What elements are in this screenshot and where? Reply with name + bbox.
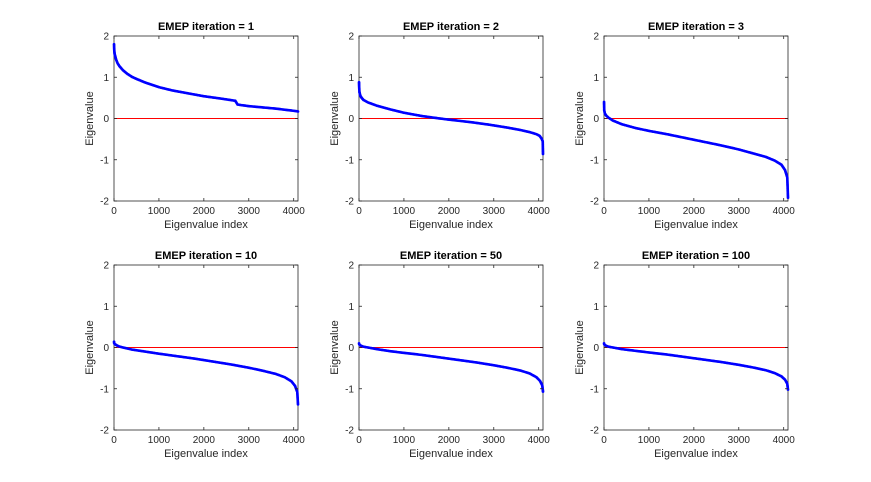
x-tick-label: 4000 [528, 435, 551, 446]
x-tick-label: 3000 [728, 435, 751, 446]
x-tick-label: 1000 [638, 206, 661, 217]
data-point [541, 390, 545, 393]
x-tick-label: 1000 [148, 435, 171, 446]
y-tick-label: 0 [103, 343, 109, 354]
y-tick-label: -1 [100, 384, 109, 395]
y-tick-label: 2 [593, 261, 599, 272]
x-tick-label: 1000 [393, 206, 416, 217]
x-tick-label: 1000 [393, 435, 416, 446]
chart-panel-3: 0 1000 2000 3000 4000 -2 -1 0 1 2 EMEP iteration =… [574, 21, 795, 231]
chart-panel-1: 0 1000 2000 3000 4000 -2 -1 0 1 2 EMEP iteration =… [84, 21, 305, 231]
x-axis-label: Eigenvalue index [409, 448, 493, 460]
x-tick-label: 3000 [238, 435, 261, 446]
panel-title: EMEP iteration = 50 [400, 250, 502, 262]
chart-panel-6: 0 1000 2000 3000 4000 -2 -1 0 1 2 EMEP iteration =… [574, 250, 795, 460]
y-tick-label: -1 [345, 155, 354, 166]
eigenvalue-series [357, 80, 545, 156]
y-tick-label: -1 [100, 155, 109, 166]
x-axis-label: Eigenvalue index [164, 448, 248, 460]
y-axis-label: Eigenvalue [84, 320, 96, 374]
x-tick-label: 0 [356, 435, 362, 446]
x-tick-label: 4000 [773, 206, 796, 217]
x-tick-label: 0 [601, 206, 607, 217]
y-tick-label: 1 [593, 302, 599, 313]
panel-title: EMEP iteration = 10 [155, 250, 257, 262]
y-tick-label: 2 [103, 261, 109, 272]
chart-panel-2: 0 1000 2000 3000 4000 -2 -1 0 1 2 EMEP iteration =… [329, 21, 550, 231]
y-tick-label: -2 [345, 197, 354, 208]
data-point [296, 110, 300, 113]
y-tick-label: 0 [348, 114, 354, 125]
x-tick-label: 2000 [193, 206, 216, 217]
y-tick-label: 0 [348, 343, 354, 354]
panel-title: EMEP iteration = 3 [648, 21, 744, 33]
y-tick-label: 0 [593, 114, 599, 125]
x-tick-label: 0 [111, 435, 117, 446]
y-tick-label: 0 [103, 114, 109, 125]
data-point [786, 196, 790, 200]
y-tick-label: -2 [100, 197, 109, 208]
data-point [296, 403, 300, 406]
y-tick-label: -2 [590, 426, 599, 437]
y-tick-label: 1 [103, 302, 109, 313]
x-tick-label: 2000 [683, 206, 706, 217]
y-axis-label: Eigenvalue [84, 91, 96, 145]
x-tick-label: 4000 [773, 435, 796, 446]
panel-title: EMEP iteration = 2 [403, 21, 499, 33]
y-tick-label: 2 [593, 32, 599, 43]
eigenvalue-series [112, 42, 300, 113]
x-tick-label: 2000 [683, 435, 706, 446]
y-axis-label: Eigenvalue [574, 91, 586, 145]
x-tick-label: 0 [356, 206, 362, 217]
chart-panel-4: 0 1000 2000 3000 4000 -2 -1 0 1 2 EMEP iteration =… [84, 250, 305, 460]
x-tick-label: 0 [111, 206, 117, 217]
y-axis-label: Eigenvalue [329, 320, 341, 374]
eigenvalue-series [602, 342, 790, 391]
panel-title: EMEP iteration = 100 [642, 250, 750, 262]
x-tick-label: 4000 [528, 206, 551, 217]
y-tick-label: -1 [590, 155, 599, 166]
panel-title: EMEP iteration = 1 [158, 21, 254, 33]
x-tick-label: 2000 [438, 206, 461, 217]
y-tick-label: -2 [100, 426, 109, 437]
y-tick-label: -2 [345, 426, 354, 437]
x-tick-label: 0 [601, 435, 607, 446]
eigenvalue-series [602, 100, 790, 200]
x-axis-label: Eigenvalue index [409, 219, 493, 231]
x-tick-label: 2000 [193, 435, 216, 446]
y-axis-label: Eigenvalue [574, 320, 586, 374]
x-axis-label: Eigenvalue index [654, 448, 738, 460]
y-tick-label: 2 [348, 261, 354, 272]
y-tick-label: 1 [593, 73, 599, 84]
x-tick-label: 4000 [283, 435, 306, 446]
y-tick-label: 1 [348, 302, 354, 313]
x-axis-label: Eigenvalue index [164, 219, 248, 231]
data-point [541, 152, 545, 156]
y-tick-label: -1 [345, 384, 354, 395]
y-tick-label: -2 [590, 197, 599, 208]
eigenvalue-series [357, 342, 545, 393]
x-tick-label: 1000 [148, 206, 171, 217]
x-tick-label: 3000 [483, 435, 506, 446]
y-tick-label: 1 [103, 73, 109, 84]
x-tick-label: 1000 [638, 435, 661, 446]
y-tick-label: -1 [590, 384, 599, 395]
x-tick-label: 3000 [238, 206, 261, 217]
x-tick-label: 3000 [728, 206, 751, 217]
y-tick-label: 2 [103, 32, 109, 43]
x-tick-label: 4000 [283, 206, 306, 217]
chart-panel-5: 0 1000 2000 3000 4000 -2 -1 0 1 2 EMEP iteration =… [329, 250, 550, 460]
y-tick-label: 2 [348, 32, 354, 43]
x-tick-label: 3000 [483, 206, 506, 217]
y-tick-label: 0 [593, 343, 599, 354]
y-tick-label: 1 [348, 73, 354, 84]
x-tick-label: 2000 [438, 435, 461, 446]
eigenvalue-series [112, 340, 300, 406]
x-axis-label: Eigenvalue index [654, 219, 738, 231]
y-axis-label: Eigenvalue [329, 91, 341, 145]
